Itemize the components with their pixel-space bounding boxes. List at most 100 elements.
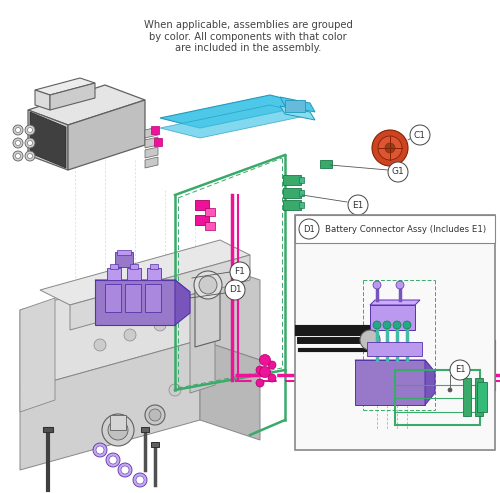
Bar	[127, 268, 141, 280]
Circle shape	[385, 143, 395, 153]
Circle shape	[136, 476, 144, 484]
Circle shape	[93, 443, 107, 457]
Circle shape	[450, 350, 460, 360]
Polygon shape	[20, 340, 200, 470]
Bar	[285, 100, 305, 112]
Circle shape	[268, 361, 276, 369]
Circle shape	[256, 366, 264, 374]
Circle shape	[465, 360, 475, 370]
Polygon shape	[473, 340, 495, 390]
Bar	[107, 268, 121, 280]
Bar	[117, 250, 131, 255]
Bar	[283, 175, 301, 185]
Circle shape	[383, 321, 391, 329]
Polygon shape	[355, 360, 425, 405]
Polygon shape	[28, 85, 145, 125]
Circle shape	[13, 125, 23, 135]
Text: E1: E1	[352, 201, 364, 210]
Bar	[205, 222, 215, 230]
Text: F1: F1	[234, 268, 246, 277]
Circle shape	[348, 195, 368, 215]
Polygon shape	[145, 147, 158, 158]
Bar	[115, 252, 133, 267]
Bar	[295, 215, 495, 450]
Polygon shape	[355, 360, 435, 372]
Circle shape	[102, 414, 134, 446]
Polygon shape	[35, 90, 50, 110]
Circle shape	[121, 466, 129, 474]
Circle shape	[13, 138, 23, 148]
Bar	[463, 378, 471, 416]
Polygon shape	[145, 157, 158, 168]
Polygon shape	[68, 100, 145, 170]
Circle shape	[109, 456, 117, 464]
Circle shape	[149, 409, 161, 421]
Polygon shape	[200, 340, 260, 440]
Circle shape	[16, 153, 20, 159]
Circle shape	[225, 280, 245, 300]
Circle shape	[25, 125, 35, 135]
Bar	[477, 382, 487, 412]
Bar	[205, 208, 215, 216]
Circle shape	[450, 360, 470, 380]
Circle shape	[388, 162, 408, 182]
Bar	[283, 188, 301, 198]
Polygon shape	[370, 305, 415, 330]
Bar	[154, 138, 162, 146]
Polygon shape	[70, 255, 250, 330]
Circle shape	[465, 340, 475, 350]
Circle shape	[396, 281, 404, 289]
Polygon shape	[425, 360, 435, 405]
Polygon shape	[20, 298, 55, 412]
Circle shape	[299, 219, 319, 239]
Circle shape	[372, 130, 408, 166]
Polygon shape	[110, 415, 126, 430]
Bar	[125, 284, 141, 312]
Bar	[283, 200, 301, 210]
Circle shape	[28, 128, 32, 133]
Text: C1: C1	[414, 131, 426, 140]
Text: D1: D1	[303, 224, 315, 234]
Polygon shape	[20, 260, 200, 390]
Polygon shape	[190, 287, 215, 393]
Circle shape	[403, 321, 411, 329]
Circle shape	[16, 141, 20, 145]
Circle shape	[450, 370, 460, 380]
Circle shape	[108, 420, 128, 440]
Circle shape	[118, 463, 132, 477]
Text: G1: G1	[392, 168, 404, 176]
Circle shape	[360, 330, 380, 350]
Polygon shape	[145, 127, 158, 138]
Bar	[43, 427, 53, 432]
Circle shape	[25, 151, 35, 161]
Bar	[299, 202, 304, 208]
Bar	[475, 378, 483, 416]
Polygon shape	[473, 360, 495, 375]
Circle shape	[268, 374, 276, 382]
Circle shape	[28, 141, 32, 145]
Circle shape	[28, 153, 32, 159]
Polygon shape	[280, 97, 315, 112]
Polygon shape	[160, 95, 310, 128]
Circle shape	[106, 453, 120, 467]
Text: E1: E1	[455, 365, 465, 375]
Polygon shape	[370, 300, 420, 305]
Bar	[110, 264, 118, 269]
Polygon shape	[280, 106, 315, 120]
Bar	[195, 200, 209, 210]
Circle shape	[230, 262, 250, 282]
Bar	[150, 264, 158, 269]
Polygon shape	[28, 110, 68, 170]
Bar	[299, 190, 304, 196]
Bar	[299, 177, 304, 183]
Circle shape	[154, 319, 166, 331]
Polygon shape	[95, 280, 190, 292]
Polygon shape	[145, 137, 158, 148]
Circle shape	[169, 384, 181, 396]
Circle shape	[448, 388, 452, 392]
Bar	[320, 160, 332, 168]
Circle shape	[260, 366, 270, 378]
Polygon shape	[473, 380, 495, 390]
Circle shape	[133, 473, 147, 487]
Circle shape	[96, 446, 104, 454]
